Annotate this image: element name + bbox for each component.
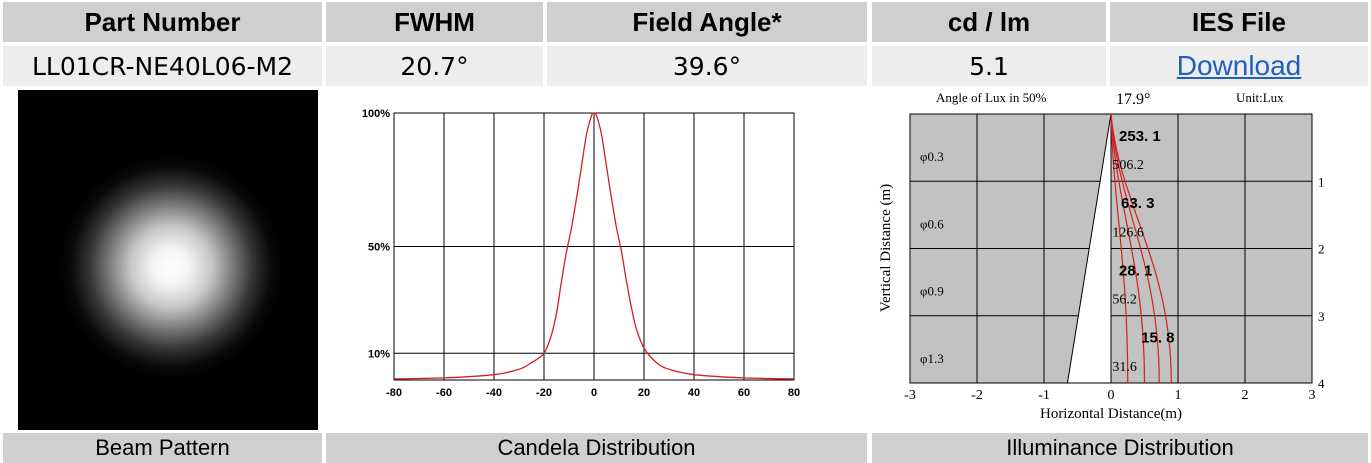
illum-x-tick-label: -1: [1038, 388, 1050, 403]
candela-x-tick-label: 40: [688, 387, 700, 399]
illum-x-tick-label: 1: [1175, 388, 1182, 403]
illum-beam-wedge: [1066, 113, 1112, 384]
candela-x-tick-label: -60: [436, 387, 452, 399]
illum-diameter-label: φ0.9: [920, 284, 944, 299]
value-ies-file: Download: [1110, 46, 1368, 86]
illum-center-lux-label: 253. 1: [1119, 128, 1161, 145]
illum-diameter-label: φ0.3: [920, 149, 944, 164]
footer-illuminance: Illuminance Distribution: [872, 433, 1368, 463]
value-fwhm: 20.7°: [326, 46, 543, 86]
candela-y-tick-label: 10%: [368, 348, 390, 360]
candela-x-tick-label: -20: [536, 387, 552, 399]
candela-svg: -80 -60 -40 -20 0 20 40 60 80 100% 50% 10%: [362, 108, 800, 399]
candela-x-tick-label: 60: [738, 387, 750, 399]
illum-unit: Unit:Lux: [1236, 90, 1284, 105]
illum-svg: Angle of Lux in 50% 17.9° Unit:Lux φ0.3 φ…: [878, 90, 1325, 422]
illum-y-tick-label: 4: [1318, 376, 1325, 391]
illum-half-lux-label: 56.2: [1112, 293, 1137, 308]
candela-curve: [393, 112, 795, 380]
illum-center-lux-label: 63. 3: [1121, 195, 1154, 212]
candela-x-tick-label: 0: [591, 387, 597, 399]
illum-x-tick-label: 0: [1108, 388, 1115, 403]
footer-candela: Candela Distribution: [326, 433, 867, 463]
illum-isolux-curve: [1110, 113, 1146, 384]
illum-y-tick-label: 2: [1318, 242, 1325, 257]
illum-half-lux-label: 31.6: [1112, 360, 1137, 375]
illuminance-distribution-chart: Angle of Lux in 50% 17.9° Unit:Lux φ0.3 φ…: [872, 90, 1368, 430]
beam-pattern-image: [18, 90, 318, 430]
value-part-number: LL01CR-NE40L06-M2: [3, 46, 322, 86]
candela-x-tick-label: -80: [386, 387, 402, 399]
illum-ylabel: Vertical Distance (m): [878, 184, 894, 312]
illum-diameter-label: φ0.6: [920, 216, 944, 231]
value-field-angle: 39.6°: [547, 46, 867, 86]
illum-x-tick-label: -2: [971, 388, 983, 403]
header-ies-file: IES File: [1110, 2, 1368, 42]
illum-xlabel: Horizontal Distance(m): [1040, 406, 1182, 422]
header-fwhm: FWHM: [326, 2, 543, 42]
illum-angle-value: 17.9°: [1116, 91, 1150, 108]
value-cd-lm: 5.1: [872, 46, 1106, 86]
illum-center-lux-label: 28. 1: [1119, 262, 1152, 279]
illum-y-tick-label: 3: [1318, 309, 1325, 324]
illum-isolux-curve: [1110, 113, 1172, 384]
illum-x-tick-label: 3: [1309, 388, 1316, 403]
ies-download-link[interactable]: Download: [1176, 50, 1302, 81]
illum-x-tick-label: 2: [1242, 388, 1249, 403]
footer-beam-pattern: Beam Pattern: [3, 433, 322, 463]
candela-distribution-chart: -80 -60 -40 -20 0 20 40 60 80 100% 50% 10%: [326, 90, 867, 430]
candela-x-tick-label: 80: [788, 387, 800, 399]
header-part-number: Part Number: [3, 2, 322, 42]
illum-half-lux-label: 126.6: [1112, 225, 1144, 240]
candela-y-tick-label: 100%: [362, 108, 390, 120]
illum-x-tick-label: -3: [904, 388, 916, 403]
header-cd-lm: cd / lm: [872, 2, 1106, 42]
header-field-angle: Field Angle*: [547, 2, 867, 42]
illum-isolux-curve: [1110, 113, 1129, 384]
illum-center-lux-label: 15. 8: [1141, 330, 1174, 347]
illum-half-lux-label: 506.2: [1112, 158, 1144, 173]
illum-diameter-label: φ1.3: [920, 351, 944, 366]
illum-y-tick-label: 1: [1318, 174, 1325, 189]
candela-x-tick-label: 20: [638, 387, 650, 399]
candela-x-tick-label: -40: [486, 387, 502, 399]
illum-isolux-curve: [1110, 113, 1160, 384]
candela-y-tick-label: 50%: [368, 242, 390, 254]
illum-title: Angle of Lux in 50%: [936, 90, 1047, 105]
